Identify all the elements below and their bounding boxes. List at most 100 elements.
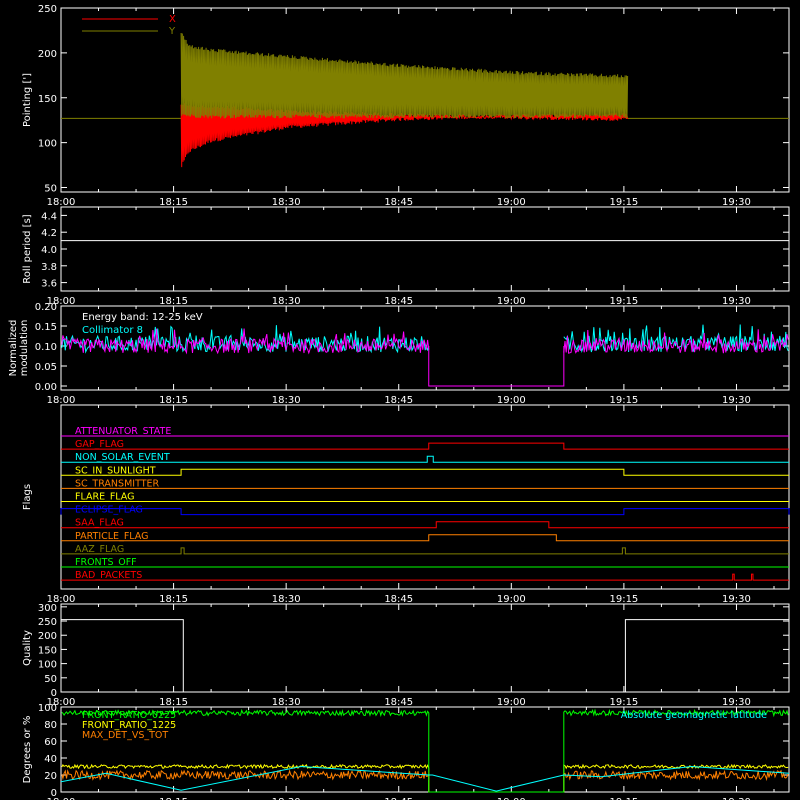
y-tick-label: 150 — [38, 94, 57, 105]
y-tick-label: 200 — [38, 631, 57, 642]
x-tick-label: 18:30 — [272, 594, 301, 605]
x-tick-label: 19:15 — [609, 594, 638, 605]
legend-label-front-ratio-0225: FRONT_RATIO_0225 — [82, 710, 176, 721]
flag-line-aaz-flag — [61, 547, 789, 555]
y-axis-label-line: Normalized — [8, 320, 19, 377]
panel-1: 18:00 18:15 18:30 18:45 19:00 19:15 19:30 50 100… — [22, 4, 790, 208]
x-tick-label: 18:15 — [159, 395, 188, 406]
x-tick-label: 19:30 — [722, 197, 751, 208]
legend-label-max-det-vs-tot: MAX_DET_VS_TOT — [82, 730, 168, 741]
panel-2: 18:00 18:15 18:30 18:45 19:00 19:15 19:30 3.6 3.… — [22, 206, 790, 307]
legend-label-front-ratio-1225: FRONT_RATIO_1225 — [82, 720, 176, 731]
x-tick-label: 18:30 — [272, 697, 301, 708]
x-tick-label: 18:00 — [47, 697, 76, 708]
x-tick-label: 19:00 — [497, 797, 526, 800]
flag-label-particle-flag: PARTICLE_FLAG — [75, 531, 148, 542]
series-geomagnetic-latitude — [60, 765, 790, 792]
x-tick-label: 18:00 — [47, 594, 76, 605]
flag-line-gap-flag — [61, 442, 789, 450]
y-tick-label: 0.05 — [35, 362, 57, 373]
flag-label-eclipse-flag: ECLIPSE_FLAG — [75, 505, 143, 516]
x-tick-label: 18:30 — [272, 197, 301, 208]
flag-line-particle-flag — [61, 534, 789, 542]
panel-frame — [60, 404, 790, 590]
modulation-series-1 — [61, 324, 789, 354]
x-tick-label: 19:15 — [609, 797, 638, 800]
energy-band-annotation: Energy band: 12-25 keV — [82, 312, 203, 323]
y-axis-label: Quality — [22, 630, 33, 666]
panel-6: 18:00 18:15 18:30 18:45 19:00 19:15 19:30 0 20 40… — [22, 703, 790, 800]
panel-4: 18:00 18:15 18:30 18:45 19:00 19:15 19:30 Flags… — [22, 404, 790, 605]
y-tick-label: 3.6 — [41, 279, 57, 290]
x-tick-label: 18:15 — [159, 197, 188, 208]
x-tick-label: 19:15 — [609, 197, 638, 208]
x-tick-label: 18:15 — [159, 594, 188, 605]
flag-label-fronts-off: FRONTS_OFF — [75, 557, 137, 568]
flag-line-non-solar-event — [61, 455, 789, 463]
x-tick-label: 19:15 — [609, 395, 638, 406]
y-tick-label: 0.00 — [35, 382, 57, 393]
y-tick-label: 40 — [44, 754, 57, 765]
flag-label-sc-transmitter: SC_TRANSMITTER — [75, 478, 160, 489]
legend-label-x: X — [169, 14, 176, 25]
x-tick-label: 18:45 — [384, 797, 413, 800]
flag-label-sc-in-sunlight: SC_IN_SUNLIGHT — [75, 465, 156, 476]
y-tick-label: 0 — [51, 688, 57, 699]
y-tick-label: 4.2 — [41, 228, 57, 239]
y-axis-label: Degrees or % — [22, 716, 33, 784]
panel-3: 18:00 18:15 18:30 18:45 19:00 19:15 19:30 0.00 0… — [8, 302, 790, 406]
y-tick-label: 4.4 — [41, 211, 57, 222]
flag-label-aaz-flag: AAZ_FLAG — [75, 544, 124, 555]
y-tick-label: 0.15 — [35, 322, 57, 333]
y-tick-label: 80 — [44, 720, 57, 731]
x-tick-label: 19:00 — [497, 296, 526, 307]
flag-line-saa-flag — [61, 521, 789, 529]
flag-label-flare-flag: FLARE_FLAG — [75, 492, 135, 503]
y-tick-label: 250 — [38, 4, 57, 15]
x-tick-label: 18:15 — [159, 296, 188, 307]
y-tick-label: 300 — [38, 603, 57, 614]
y-axis-label: Pointing ['] — [22, 73, 33, 127]
flag-label-non-solar-event: NON_SOLAR_EVENT — [75, 452, 170, 463]
y-tick-label: 100 — [38, 139, 57, 150]
x-tick-label: 18:45 — [384, 594, 413, 605]
x-tick-label: 18:00 — [47, 797, 76, 800]
series-x-line — [180, 103, 629, 168]
x-tick-label: 18:00 — [47, 197, 76, 208]
y-axis-label: Flags — [22, 484, 33, 510]
flag-label-saa-flag: SAA_FLAG — [75, 518, 124, 529]
y-tick-label: 20 — [44, 771, 57, 782]
x-tick-label: 18:45 — [384, 296, 413, 307]
y-tick-label: 250 — [38, 617, 57, 628]
x-tick-label: 18:00 — [47, 395, 76, 406]
flag-line-eclipse-flag — [60, 508, 790, 516]
x-tick-label: 18:15 — [159, 697, 188, 708]
y-tick-label: 0.20 — [35, 302, 57, 313]
x-tick-label: 18:45 — [384, 697, 413, 708]
y-tick-label: 3.8 — [41, 262, 57, 273]
legend-label-y: Y — [168, 26, 176, 37]
legend-label-collimator: Collimator 8 — [82, 325, 143, 336]
panel-frame — [60, 7, 790, 193]
x-tick-label: 19:00 — [497, 697, 526, 708]
x-tick-label: 18:30 — [272, 797, 301, 800]
x-tick-label: 19:00 — [497, 395, 526, 406]
y-axis-label-line: modulation — [19, 320, 30, 377]
x-tick-label: 19:00 — [497, 594, 526, 605]
quality-line — [61, 619, 789, 693]
y-axis-label: Roll period [s] — [22, 214, 33, 283]
y-tick-label: 150 — [38, 645, 57, 656]
series-front-ratio-0225 — [61, 708, 789, 793]
y-tick-label: 60 — [44, 737, 57, 748]
panel-frame — [60, 706, 790, 793]
y-tick-label: 50 — [44, 184, 57, 195]
x-tick-label: 18:45 — [384, 197, 413, 208]
flag-label-gap-flag: GAP_FLAG — [75, 439, 124, 450]
y-tick-label: 0.10 — [35, 342, 57, 353]
x-tick-label: 18:45 — [384, 395, 413, 406]
panel-5: 18:00 18:15 18:30 18:45 19:00 19:15 19:30 0 50 10… — [22, 603, 790, 708]
flag-label-bad-packets: BAD_PACKETS — [75, 570, 142, 581]
y-tick-label: 50 — [44, 674, 57, 685]
x-tick-label: 19:15 — [609, 296, 638, 307]
